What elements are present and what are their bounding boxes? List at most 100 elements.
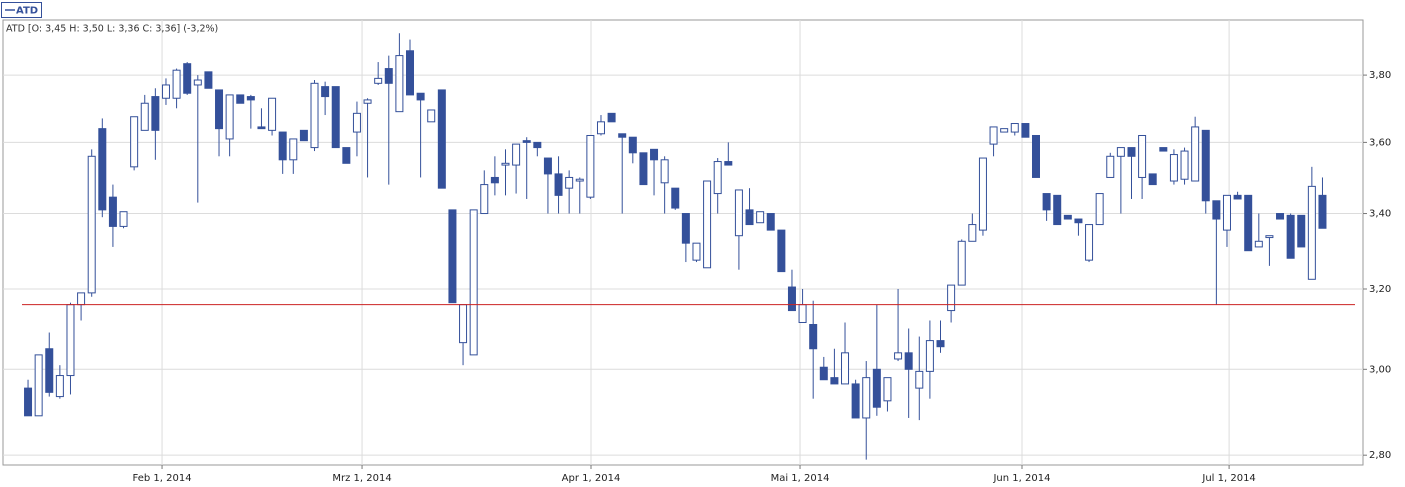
candle-body: [321, 86, 330, 98]
candle-body: [565, 176, 574, 189]
candle-body: [543, 157, 552, 175]
candle-body: [1307, 185, 1316, 280]
candle-body: [1031, 134, 1040, 178]
candle-body: [1116, 147, 1125, 157]
candle-body: [1159, 147, 1168, 152]
x-tick-label: Jun 1, 2014: [992, 473, 1050, 484]
candle-body: [1000, 128, 1009, 133]
candle-body: [310, 82, 319, 149]
candle-body: [1233, 194, 1242, 200]
candle-body: [87, 155, 96, 294]
candle-body: [289, 138, 298, 161]
info-text: ATD [O: 3,45 H: 3,50 L: 3,36 C: 3,36] (-…: [6, 24, 218, 35]
candle-body: [1297, 214, 1306, 248]
candle-body: [278, 131, 287, 161]
x-tick-label: Apr 1, 2014: [562, 473, 621, 484]
candle-body: [936, 340, 945, 348]
candle-body: [416, 92, 425, 101]
candle-body: [522, 140, 531, 143]
candle-body: [246, 96, 255, 101]
candle-body: [713, 161, 722, 195]
candle-body: [639, 152, 648, 186]
candle-body: [989, 126, 998, 145]
candle-body: [469, 209, 478, 356]
x-tick-label: Jul 1, 2014: [1201, 473, 1255, 484]
y-tick-label: 3,60: [1369, 137, 1391, 148]
candle-body: [140, 102, 149, 131]
candle-body: [236, 94, 245, 104]
candle-body: [628, 136, 637, 154]
candle-body: [894, 352, 903, 360]
candle-body: [1254, 240, 1263, 248]
candle-body: [225, 94, 234, 140]
candle-body: [1074, 218, 1083, 224]
candle-body: [1085, 224, 1094, 261]
candle-body: [947, 284, 956, 312]
candle-body: [66, 304, 75, 377]
x-tick-label: Feb 1, 2014: [133, 473, 192, 484]
candle-body: [119, 211, 128, 227]
candle-body: [607, 112, 616, 123]
candle-body: [1169, 154, 1178, 182]
candle-body: [660, 159, 669, 184]
candle-body: [766, 213, 775, 231]
candle-body: [777, 229, 786, 273]
candle-body: [1095, 193, 1104, 226]
candle-body: [533, 141, 542, 149]
candle-body: [490, 176, 499, 184]
candle-body: [575, 178, 584, 182]
candle-body: [681, 213, 690, 244]
candle-body: [745, 209, 754, 226]
x-tick-label: Mrz 1, 2014: [332, 473, 391, 484]
candle-body: [108, 196, 117, 227]
candle-body: [437, 89, 446, 189]
y-tick-label: 3,00: [1369, 364, 1391, 375]
candle-body: [1244, 194, 1253, 252]
y-tick-label: 2,80: [1369, 450, 1391, 461]
candle-body: [554, 173, 563, 196]
candle-body: [925, 340, 934, 372]
candle-body: [978, 157, 987, 231]
candle-body: [512, 143, 521, 166]
candle-body: [1106, 155, 1115, 178]
candle-body: [193, 79, 202, 86]
candle-body: [215, 89, 224, 130]
candle-body: [904, 352, 913, 370]
candle-body: [448, 209, 457, 304]
candle-body: [406, 50, 415, 96]
candle-body: [787, 286, 796, 312]
y-tick-label: 3,80: [1369, 70, 1391, 81]
candle-body: [183, 63, 192, 94]
candle-body: [883, 377, 892, 402]
candle-body: [1276, 213, 1285, 220]
candle-body: [1318, 194, 1327, 229]
candle-body: [299, 129, 308, 142]
candle-body: [331, 86, 340, 149]
candle-body: [734, 189, 743, 237]
candle-body: [384, 68, 393, 84]
candle-body: [1042, 193, 1051, 211]
candle-body: [257, 126, 266, 130]
candle-body: [650, 148, 659, 161]
candle-body: [1201, 129, 1210, 202]
candle-body: [830, 377, 839, 385]
candle-body: [77, 292, 86, 306]
candle-body: [841, 352, 850, 385]
candle-body: [161, 84, 170, 99]
candle-body: [204, 71, 213, 89]
candle-body: [1222, 194, 1231, 231]
candle-body: [151, 96, 160, 131]
candle-body: [342, 147, 351, 164]
candle-body: [586, 134, 595, 198]
candle-body: [24, 387, 33, 417]
candle-body: [268, 97, 277, 131]
candle-body: [1212, 200, 1221, 220]
candle-body: [915, 370, 924, 389]
candle-body: [596, 121, 605, 135]
candle-body: [809, 323, 818, 350]
candle-body: [1127, 147, 1136, 157]
candle-body: [968, 224, 977, 242]
candle-body: [427, 109, 436, 123]
candle-body: [98, 128, 107, 211]
candle-body: [872, 368, 881, 408]
